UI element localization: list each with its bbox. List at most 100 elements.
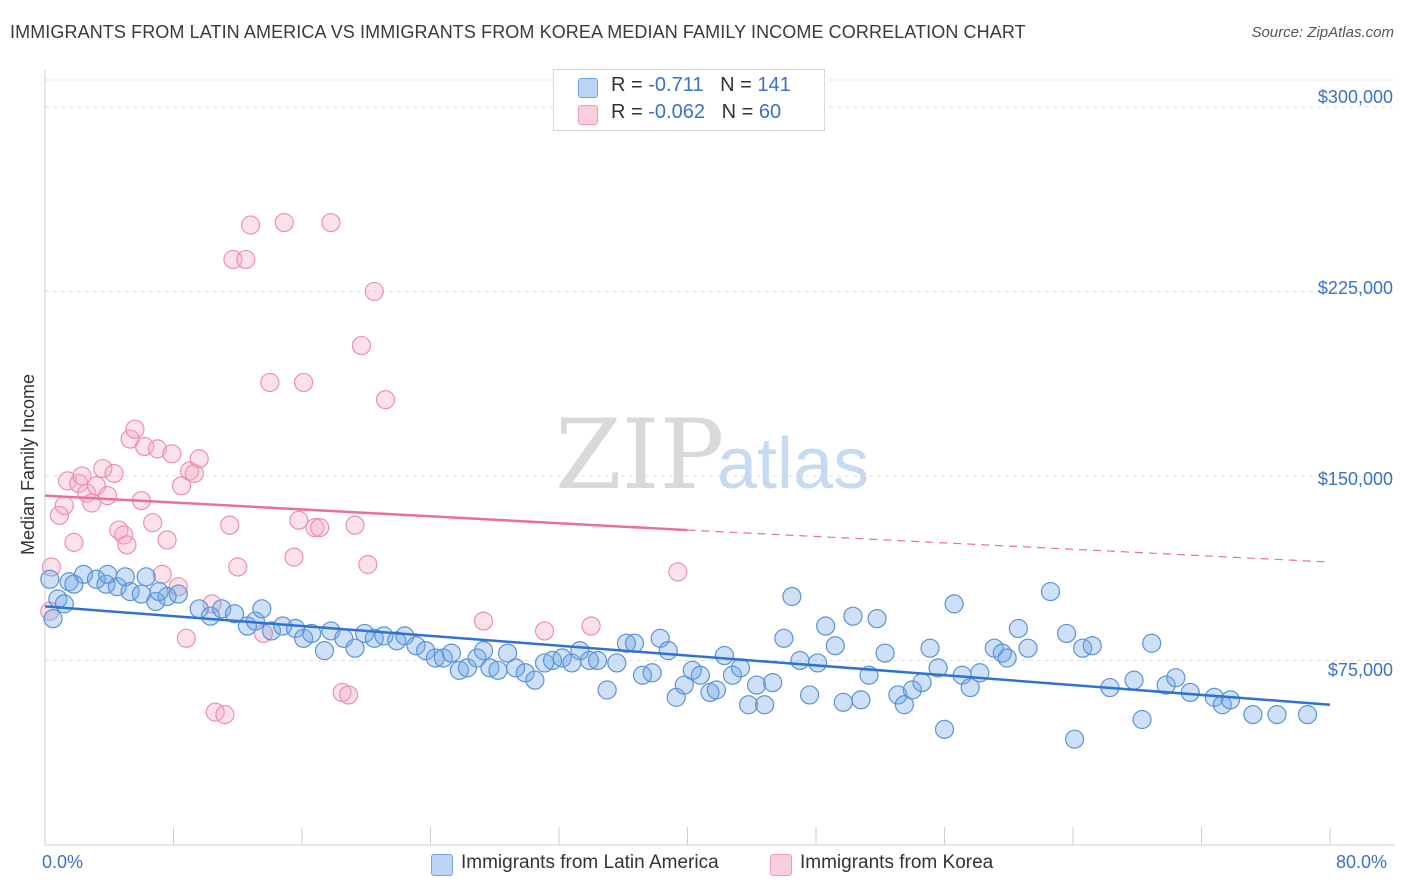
latin-america-point	[833, 692, 853, 712]
latin-america-point	[624, 633, 645, 653]
latin-america-point	[212, 599, 232, 619]
bottom-legend-label-latin-america: Immigrants from Latin America	[461, 852, 719, 873]
latin-america-point	[525, 670, 545, 690]
trend-lines	[44, 494, 1331, 707]
korea-point	[358, 554, 378, 575]
legend-row-latin-america: R = -0.711 N = 141	[578, 74, 791, 166]
legend-n-label: N =	[721, 101, 759, 123]
latin-america-point	[1040, 581, 1061, 602]
latin-america-point	[73, 564, 94, 584]
latin-america-point	[515, 663, 535, 683]
latin-america-point	[579, 650, 600, 671]
latin-america-point	[120, 581, 140, 602]
korea-point	[351, 335, 372, 356]
korea-point	[310, 518, 330, 538]
bottom-legend-swatch-latin-america	[431, 854, 453, 876]
watermark-zip: ZIP	[555, 399, 724, 511]
korea-point	[220, 515, 240, 535]
latin-america-point	[534, 653, 555, 673]
latin-america-point	[1142, 633, 1162, 653]
korea-point	[215, 705, 235, 725]
korea-point	[241, 215, 261, 235]
latin-america-point	[1220, 690, 1241, 710]
latin-america-point	[851, 690, 871, 710]
latin-america-point	[714, 645, 735, 666]
latin-america-point	[790, 650, 810, 671]
latin-america-point	[302, 623, 322, 644]
latin-america-point	[149, 581, 169, 602]
chart-title: IMMIGRANTS FROM LATIN AMERICA VS IMMIGRA…	[10, 22, 1026, 42]
latin-america-point	[674, 675, 694, 695]
korea-point	[202, 594, 222, 614]
bottom-legend-swatch-korea	[770, 854, 792, 876]
latin-america-point	[875, 643, 895, 663]
latin-america-point	[616, 633, 637, 653]
latin-america-point	[480, 658, 500, 678]
y-tick-label-300000: $300,000	[1317, 87, 1393, 107]
latin-america-point	[894, 695, 914, 715]
latin-america-point	[552, 648, 572, 668]
latin-america-point	[928, 658, 948, 678]
latin-america-point	[799, 685, 820, 705]
watermark: ZIP atlas	[555, 399, 869, 511]
latin-america-point	[730, 658, 751, 678]
legend-swatch-korea	[578, 105, 598, 125]
latin-america-point	[944, 594, 964, 614]
latin-america-point	[168, 584, 188, 604]
korea-point	[284, 547, 304, 567]
trend-line-korea-extension	[687, 529, 1331, 563]
korea-point	[54, 495, 74, 516]
latin-america-point	[98, 564, 118, 584]
latin-america-point	[1297, 705, 1318, 725]
source-label: Source: ZipAtlas.com	[1251, 24, 1394, 41]
korea-point	[236, 249, 256, 270]
korea-point	[49, 505, 70, 525]
latin-america-point	[867, 609, 887, 629]
latin-america-point	[314, 641, 335, 661]
trend-line-korea	[44, 494, 688, 532]
legend-row-korea: R = -0.062 N = 60	[578, 101, 781, 193]
y-tick-label-150000: $150,000	[1317, 469, 1393, 489]
latin-america-point	[763, 673, 783, 693]
latin-america-point	[934, 719, 955, 739]
korea-point	[345, 515, 365, 535]
latin-america-point	[64, 574, 84, 594]
korea-point	[321, 212, 341, 233]
x-tick-label-min: 0.0%	[42, 852, 84, 872]
korea-point	[171, 476, 192, 496]
latin-america-point	[449, 660, 470, 680]
latin-america-point	[355, 623, 375, 644]
latin-america-point	[960, 677, 980, 698]
y-tick-label-75000: $75,000	[1327, 660, 1393, 680]
korea-point	[189, 449, 209, 469]
korea-point	[668, 562, 688, 582]
korea-point	[117, 535, 137, 555]
latin-america-point	[467, 648, 487, 668]
latin-america-point	[224, 604, 245, 624]
latin-america-point	[1132, 709, 1152, 730]
legend-box: R = -0.711 N = 141 R = -0.062 N = 60	[553, 69, 825, 131]
latin-america-point	[774, 628, 794, 648]
latin-america-point	[506, 658, 526, 678]
korea-point	[260, 372, 280, 393]
latin-america-point	[40, 569, 60, 589]
bottom-legend-label-korea: Immigrants from Korea	[800, 852, 994, 873]
legend-r-label: R =	[611, 101, 649, 123]
y-tick-label-225000: $225,000	[1317, 278, 1393, 298]
latin-america-point	[200, 606, 221, 626]
korea-point	[64, 532, 84, 552]
latin-america-point	[1166, 668, 1186, 688]
latin-america-point	[43, 609, 63, 629]
latin-america-point	[746, 675, 767, 695]
latin-america-point	[1267, 705, 1287, 725]
latin-america-point	[997, 648, 1017, 668]
latin-america-point	[96, 574, 116, 594]
latin-america-point	[902, 680, 922, 700]
korea-point	[143, 513, 163, 533]
legend-r-label: R =	[611, 74, 649, 96]
series-korea-points	[40, 212, 688, 725]
y-axis-title: Median Family Income	[18, 373, 38, 555]
korea-point	[364, 281, 384, 302]
latin-america-point	[498, 643, 518, 663]
